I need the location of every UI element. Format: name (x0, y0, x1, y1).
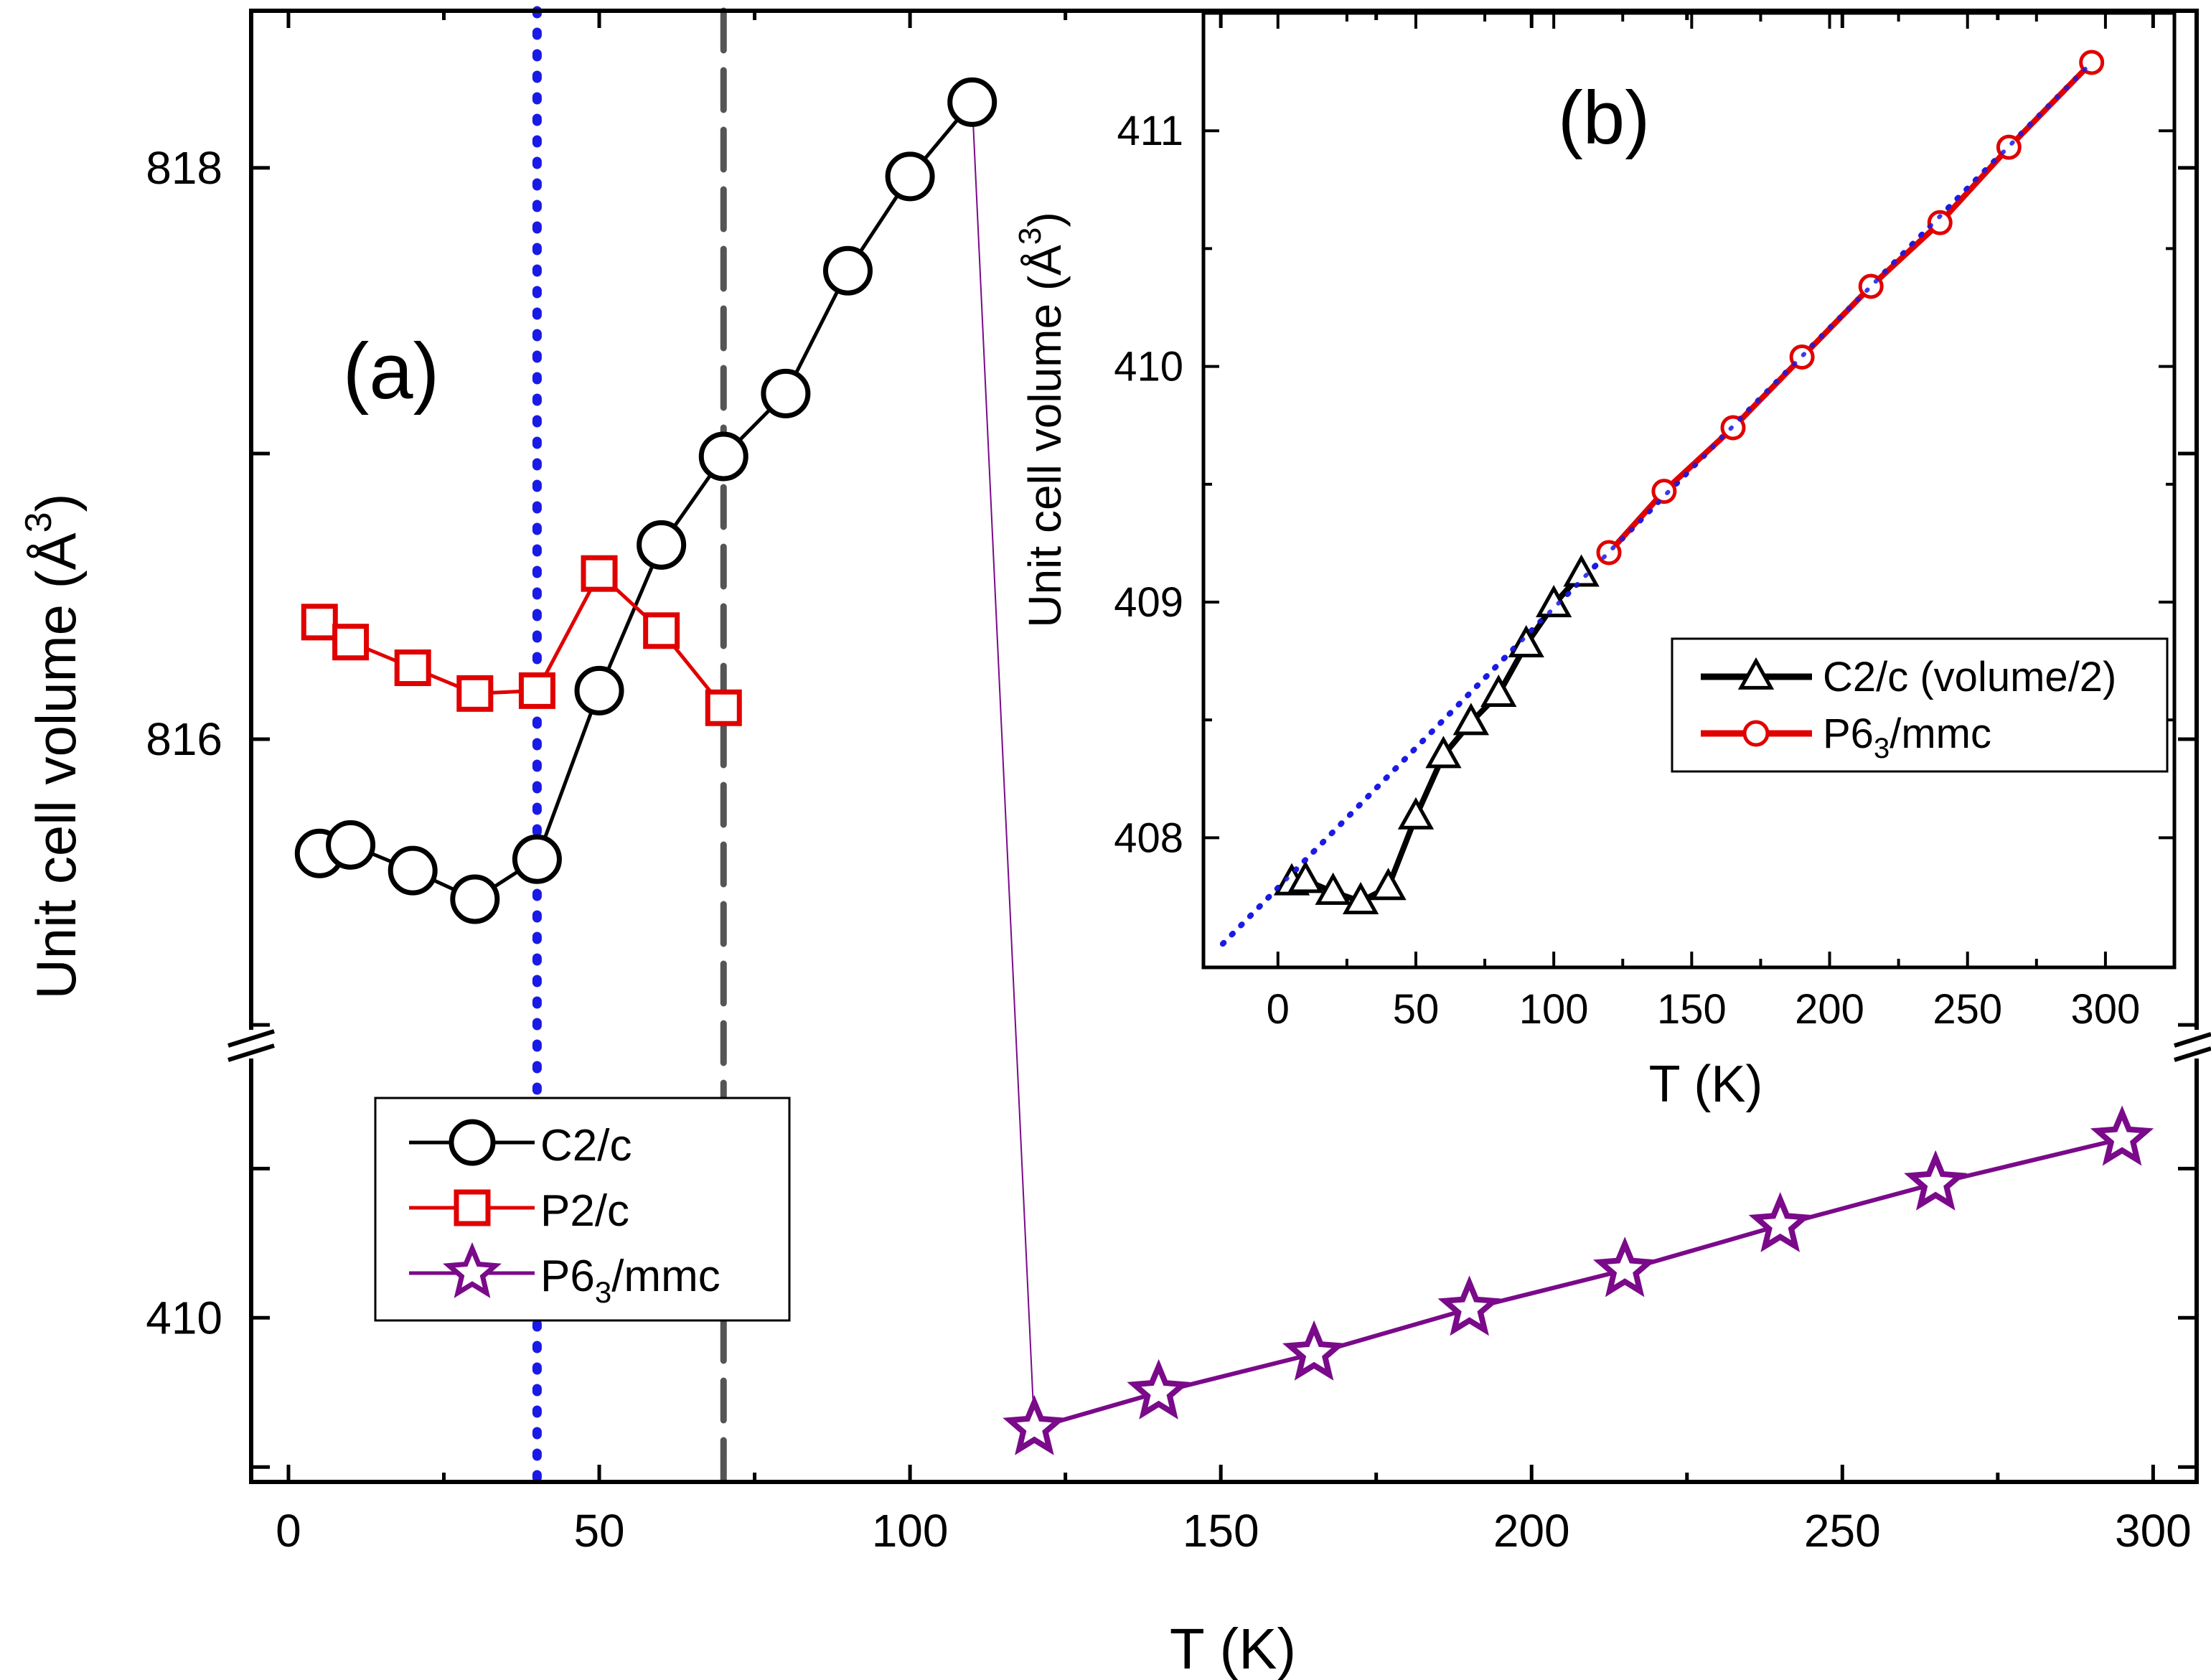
main-legend-label-p63mmc: P63/mmc (540, 1252, 720, 1309)
axis-break-left (227, 1029, 275, 1062)
main-plot-frame (249, 9, 2199, 1484)
main-panel: 0 50 100 150 200 250 300 816 818 410 (a) T (K) Un… (18, 6, 2211, 1680)
inset-legend-label-c2c: C2/c (volume/2) (1823, 654, 2116, 700)
data-point-2-4 (1593, 1236, 1657, 1297)
x-tick-label: 250 (1804, 1505, 1881, 1557)
legend-marker-1 (454, 1189, 491, 1226)
data-point-1-3 (456, 675, 494, 712)
data-point-0-4 (512, 834, 562, 884)
y-tick-label: 816 (146, 713, 222, 765)
data-point-0-7 (698, 431, 748, 482)
axis-break-right (2174, 1030, 2211, 1062)
legend-marker-0 (449, 1119, 496, 1166)
inset-y-tick-label: 410 (1114, 344, 1183, 390)
panel-label-a: (a) (343, 327, 439, 416)
x-tick-label: 300 (2115, 1505, 2192, 1557)
x-tick-label: 150 (1183, 1505, 1259, 1557)
data-point-1-0 (301, 604, 338, 641)
inset-data-point-1-5 (1927, 210, 1953, 235)
data-point-2-6 (1904, 1150, 1968, 1211)
inset-data-point-0-2 (1315, 872, 1351, 905)
data-point-2-7 (2090, 1105, 2154, 1166)
inset-series-line-0 (1291, 571, 1584, 905)
inset-data-point-0-3 (1342, 881, 1379, 914)
inset-data-point-0-5 (1397, 797, 1435, 830)
data-point-1-2 (394, 649, 431, 687)
inset-x-tick-label: 200 (1795, 986, 1864, 1033)
phase-transition-line (971, 102, 1036, 1429)
main-legend-label-p2c: P2/c (540, 1186, 629, 1236)
inset-data-point-0-7 (1452, 703, 1490, 736)
legend-marker-2 (443, 1242, 502, 1298)
x-tick-label: 100 (872, 1505, 949, 1557)
y-tick-label: 410 (146, 1292, 222, 1343)
data-point-1-7 (705, 689, 742, 726)
inset-x-tick-label: 100 (1519, 986, 1589, 1033)
inset-plot-frame (1201, 11, 2177, 970)
x-tick-label: 0 (276, 1505, 301, 1557)
inset-x-tick-label: 300 (2071, 986, 2141, 1033)
data-point-2-2 (1282, 1320, 1346, 1381)
inset-x-tick-label: 0 (1267, 986, 1290, 1033)
inset-x-tick-label: 150 (1657, 986, 1727, 1033)
data-point-0-1 (326, 820, 376, 870)
y-tick-label: 818 (146, 142, 222, 194)
inset-y-tick-label: 408 (1114, 815, 1183, 861)
inset-x-tick-label: 250 (1933, 986, 2002, 1033)
data-point-0-11 (947, 77, 997, 127)
data-point-1-4 (518, 672, 555, 709)
inset-data-point-0-9 (1508, 624, 1544, 657)
inset-legend: C2/c (volume/2) P63/mmc (1671, 637, 2169, 773)
data-point-0-3 (450, 874, 500, 924)
inset-data-point-1-0 (1596, 540, 1622, 566)
inset-data-point-0-1 (1287, 860, 1324, 893)
data-point-2-5 (1748, 1191, 1812, 1252)
inset-data-point-0-6 (1425, 736, 1462, 769)
inset-data-point-1-4 (1858, 273, 1884, 299)
inset-x-tick-label: 50 (1393, 986, 1440, 1033)
data-point-2-3 (1437, 1275, 1501, 1336)
data-point-1-6 (643, 612, 680, 649)
data-point-0-9 (822, 245, 873, 296)
inset-series-line-1 (1607, 60, 2094, 555)
series-line-2 (1033, 1136, 2123, 1430)
inset-data-point-0-11 (1563, 554, 1600, 587)
inset-y-tick-label: 411 (1117, 108, 1183, 154)
inset-data-point-0-4 (1370, 868, 1407, 901)
data-point-0-10 (885, 151, 935, 202)
main-legend: C2/c P2/c P63/mmc (374, 1097, 791, 1322)
inset-legend-marker-0 (1737, 657, 1775, 690)
inset-data-point-1-6 (1996, 134, 2022, 160)
inset-legend-label-p63mmc: P63/mmc (1823, 710, 1991, 764)
data-point-1-1 (332, 624, 370, 661)
inset-data-point-0-8 (1480, 674, 1517, 707)
data-point-2-0 (1003, 1394, 1066, 1455)
inset-legend-marker-1 (1742, 720, 1770, 747)
inset-panel: 0 50 100 150 200 250 300 408 409 410 411 (b) T (K)… (1013, 11, 2177, 1113)
data-point-1-5 (581, 555, 618, 592)
x-tick-label: 50 (573, 1505, 624, 1557)
linear-fit-line-overlay (1220, 60, 2094, 947)
series-line-0 (319, 100, 974, 901)
data-point-0-2 (388, 845, 438, 896)
inset-y-axis-label: Unit cell volume (Å3) (1013, 212, 1071, 627)
panel-label-b: (b) (1558, 76, 1650, 160)
main-x-axis-label: T (K) (1170, 1617, 1296, 1680)
main-y-axis-label: Unit cell volume (Å3) (18, 493, 88, 999)
data-point-2-1 (1127, 1358, 1191, 1419)
x-tick-label: 200 (1493, 1505, 1570, 1557)
data-point-0-8 (761, 368, 811, 418)
inset-data-point-1-1 (1651, 479, 1677, 505)
data-point-0-5 (574, 665, 624, 715)
inset-y-tick-label: 409 (1114, 579, 1183, 626)
data-point-0-6 (637, 520, 687, 570)
inset-x-axis-label: T (K) (1649, 1056, 1763, 1113)
main-legend-label-c2c: C2/c (540, 1121, 632, 1170)
